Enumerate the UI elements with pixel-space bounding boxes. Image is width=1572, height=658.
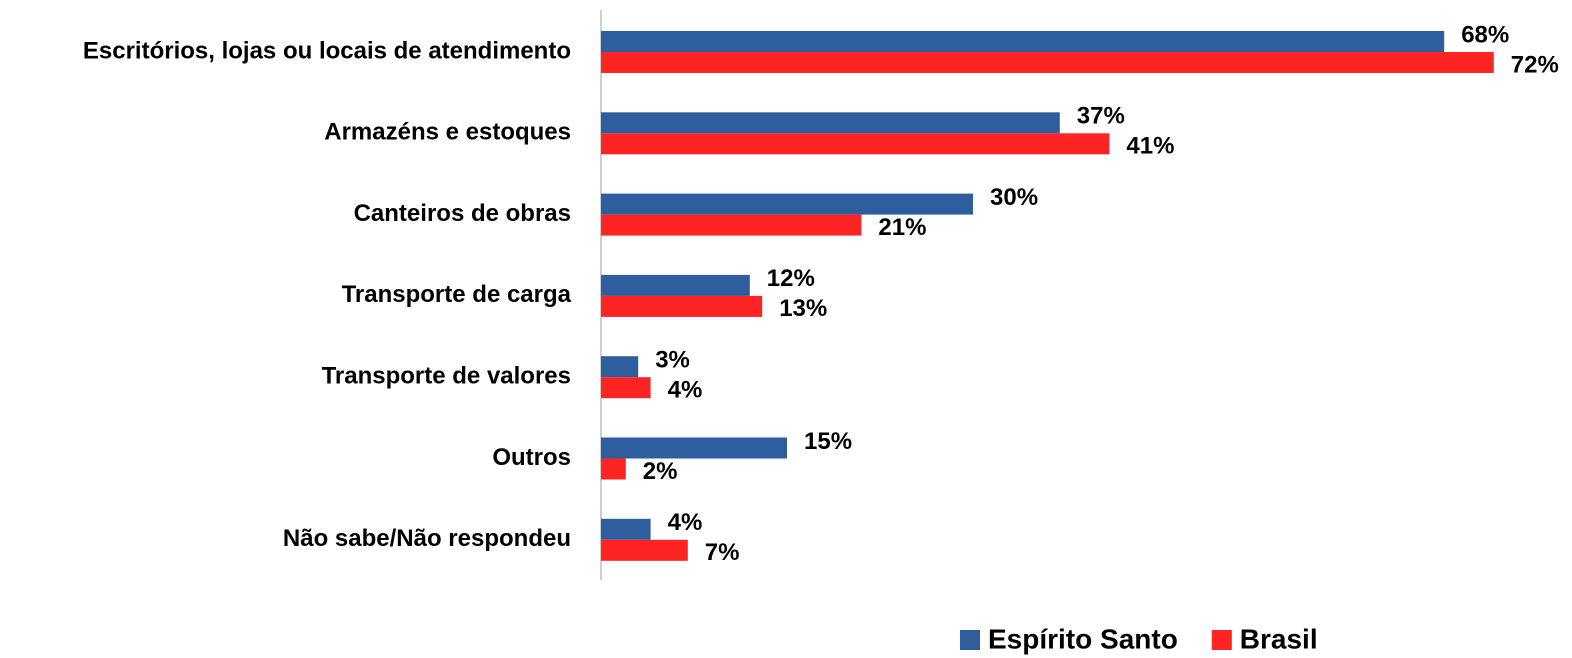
data-label: 37% (1077, 103, 1125, 130)
data-label: 13% (779, 295, 827, 322)
data-label: 68% (1461, 21, 1509, 48)
bar (601, 193, 973, 215)
bar (601, 52, 1494, 73)
category-label: Escritórios, lojas ou locais de atendime… (83, 37, 571, 64)
data-label: 15% (804, 428, 852, 455)
bar (601, 437, 787, 459)
data-label: 7% (705, 539, 740, 566)
bar (601, 539, 688, 561)
bar (601, 295, 763, 317)
data-label: 21% (878, 214, 926, 241)
bar (601, 356, 639, 378)
legend-swatch (1211, 630, 1232, 650)
data-label: 4% (668, 509, 703, 536)
bar (601, 458, 626, 480)
category-label: Transporte de carga (342, 281, 572, 308)
category-label: Não sabe/Não respondeu (283, 525, 571, 552)
data-label: 30% (990, 184, 1038, 211)
bar (601, 214, 862, 236)
data-label: 3% (655, 347, 690, 374)
data-label: 41% (1126, 133, 1174, 160)
data-label: 12% (767, 265, 815, 292)
bar (601, 377, 651, 399)
category-label: Armazéns e estoques (324, 119, 571, 146)
bar (601, 274, 750, 296)
data-label: 72% (1511, 51, 1559, 78)
bar (601, 133, 1110, 155)
data-label: 4% (668, 377, 703, 404)
legend-label: Brasil (1240, 623, 1318, 654)
bar (601, 518, 651, 540)
category-label: Canteiros de obras (354, 200, 571, 227)
legend-swatch (960, 630, 980, 650)
legend-label: Espírito Santo (988, 623, 1178, 654)
data-label: 2% (643, 458, 678, 485)
bar (601, 31, 1445, 52)
category-label: Outros (492, 444, 571, 471)
category-label: Transporte de valores (322, 363, 571, 390)
bar (601, 112, 1060, 134)
